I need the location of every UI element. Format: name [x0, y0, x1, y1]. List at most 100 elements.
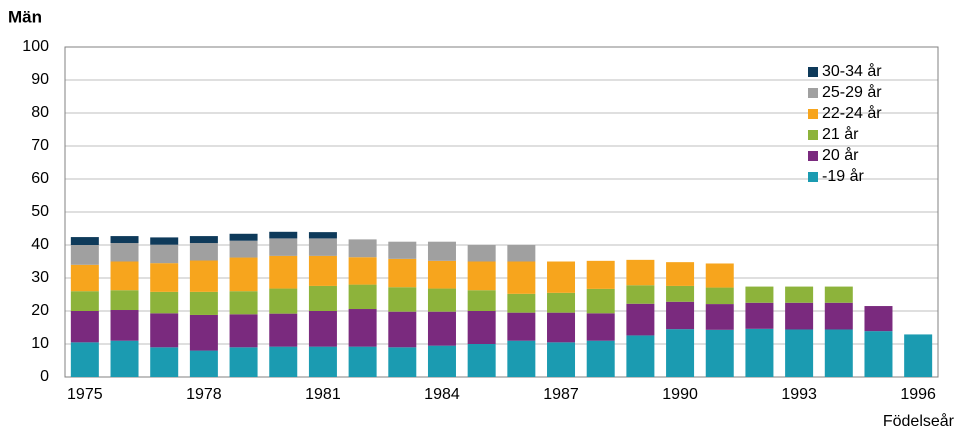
- bar-segment: [110, 261, 139, 291]
- bar-segment: [467, 245, 496, 262]
- x-tick-label: 1990: [662, 386, 698, 403]
- bar-segment: [70, 311, 99, 343]
- x-axis-label: Födelseår: [883, 412, 955, 430]
- bar-segment: [507, 340, 536, 377]
- bar-segment: [705, 329, 734, 377]
- legend-label: 20 år: [822, 146, 859, 164]
- bar-segment: [150, 291, 179, 314]
- bar-segment: [864, 306, 893, 332]
- bar-segment: [229, 347, 258, 377]
- legend-label: -19 år: [822, 167, 864, 185]
- bar-segment: [547, 292, 576, 313]
- bar-segment: [666, 329, 695, 377]
- bar-segment: [229, 314, 258, 348]
- y-tick-label: 100: [22, 38, 49, 55]
- bar-segment: [388, 311, 417, 348]
- bar-segment: [388, 241, 417, 259]
- bar-segment: [705, 287, 734, 305]
- bar-segment: [507, 312, 536, 341]
- bar-segment: [666, 301, 695, 330]
- y-tick-label: 70: [31, 137, 49, 154]
- legend-label: 30-34 år: [822, 62, 882, 80]
- legend-swatch: [808, 172, 818, 182]
- bar-segment: [269, 288, 298, 314]
- y-tick-label: 10: [31, 335, 49, 352]
- bar-segment: [150, 237, 179, 245]
- bar-segment: [189, 350, 218, 377]
- bar-segment: [150, 263, 179, 292]
- bar-segment: [70, 245, 99, 265]
- bar-segment: [189, 243, 218, 261]
- bar-segment: [864, 331, 893, 377]
- bar-segment: [427, 288, 456, 312]
- bar-segment: [150, 313, 179, 348]
- bar-segment: [745, 286, 774, 303]
- bar-segment: [507, 245, 536, 262]
- y-tick-label: 50: [31, 203, 49, 220]
- bar-segment: [586, 260, 615, 289]
- bar-segment: [824, 329, 853, 377]
- y-tick-label: 30: [31, 269, 49, 286]
- legend-swatch: [808, 109, 818, 119]
- bar-segment: [229, 233, 258, 241]
- legend-swatch: [808, 130, 818, 140]
- bar-segment: [110, 290, 139, 311]
- bar-segment: [586, 340, 615, 377]
- x-tick-label: 1984: [424, 386, 460, 403]
- legend-swatch: [808, 67, 818, 77]
- legend-swatch: [808, 88, 818, 98]
- bar-segment: [467, 311, 496, 344]
- x-tick-label: 1996: [900, 386, 936, 403]
- bar-segment: [626, 335, 655, 377]
- bar-segment: [626, 259, 655, 286]
- bar-segment: [269, 346, 298, 377]
- bar-segment: [824, 302, 853, 330]
- bar-segment: [150, 347, 179, 377]
- bar-segment: [189, 236, 218, 244]
- plot-border: [64, 46, 939, 378]
- bar-segment: [824, 286, 853, 303]
- bar-segment: [427, 311, 456, 346]
- bar-segment: [70, 237, 99, 245]
- bar-segment: [785, 302, 814, 330]
- bar-segment: [110, 243, 139, 262]
- bar-segment: [70, 291, 99, 311]
- bar-segment: [229, 240, 258, 258]
- bar-segment: [427, 241, 456, 261]
- bar-segment: [388, 287, 417, 312]
- y-tick-label: 0: [40, 368, 49, 385]
- bar-segment: [507, 293, 536, 313]
- bar-segment: [626, 285, 655, 304]
- legend-swatch: [808, 151, 818, 161]
- bar-segment: [388, 347, 417, 377]
- x-tick-label: 1993: [781, 386, 817, 403]
- y-tick-label: 90: [31, 71, 49, 88]
- bar-segment: [269, 313, 298, 347]
- bar-segment: [269, 238, 298, 256]
- x-tick-label: 1978: [186, 386, 222, 403]
- bar-segment: [269, 255, 298, 289]
- y-tick-label: 40: [31, 236, 49, 253]
- bar-segment: [229, 257, 258, 292]
- bar-segment: [705, 263, 734, 288]
- bar-segment: [348, 257, 377, 285]
- bar-segment: [308, 255, 337, 286]
- bar-segment: [348, 346, 377, 377]
- y-tick-label: 80: [31, 104, 49, 121]
- bar-segment: [904, 334, 933, 377]
- bar-segment: [666, 262, 695, 286]
- legend-label: 21 år: [822, 125, 859, 143]
- bar-segment: [150, 244, 179, 264]
- bar-segment: [666, 285, 695, 302]
- x-tick-label: 1981: [305, 386, 341, 403]
- bar-segment: [427, 345, 456, 377]
- bar-segment: [626, 303, 655, 336]
- chart-title: Män: [8, 7, 42, 26]
- bar-segment: [308, 232, 337, 239]
- legend-label: 22-24 år: [822, 104, 882, 122]
- legend-label: 25-29 år: [822, 83, 882, 101]
- bar-segment: [110, 236, 139, 244]
- bar-segment: [189, 291, 218, 315]
- y-tick-label: 60: [31, 170, 49, 187]
